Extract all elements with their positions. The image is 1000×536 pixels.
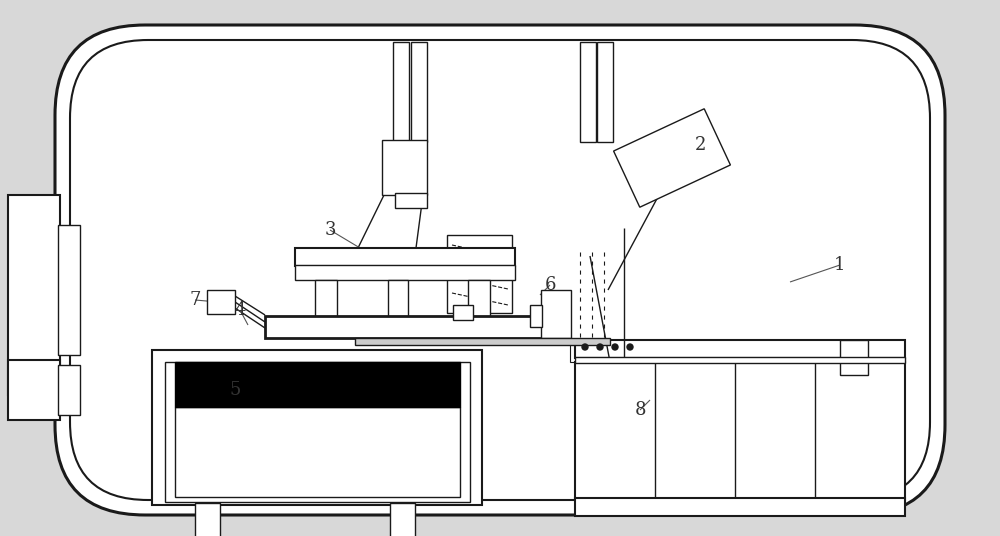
Bar	[575, 498, 905, 516]
Bar	[265, 316, 545, 338]
Circle shape	[597, 344, 603, 350]
Bar	[575, 340, 905, 358]
Bar	[597, 42, 613, 142]
Circle shape	[612, 344, 618, 350]
Bar	[390, 503, 415, 536]
Bar	[395, 193, 427, 208]
Bar	[411, 42, 427, 142]
Bar	[8, 195, 60, 395]
Bar	[207, 290, 235, 314]
Bar	[195, 503, 220, 536]
Circle shape	[582, 344, 588, 350]
Text: 4: 4	[234, 301, 246, 319]
FancyBboxPatch shape	[55, 25, 945, 515]
Bar	[468, 280, 490, 318]
Bar	[570, 340, 625, 362]
Text: 6: 6	[544, 276, 556, 294]
Bar	[152, 350, 482, 505]
Polygon shape	[614, 109, 730, 207]
Bar	[453, 305, 473, 320]
Bar	[541, 290, 571, 338]
Bar	[175, 362, 460, 407]
Bar	[575, 362, 905, 500]
Bar	[388, 280, 408, 318]
Bar	[447, 235, 512, 313]
Text: 2: 2	[694, 136, 706, 154]
Bar	[355, 338, 610, 345]
Bar	[295, 248, 515, 266]
Bar	[175, 407, 460, 497]
Text: 7: 7	[189, 291, 201, 309]
Text: 5: 5	[229, 381, 241, 399]
Circle shape	[627, 344, 633, 350]
Text: 8: 8	[634, 401, 646, 419]
Bar	[575, 357, 905, 363]
Bar	[8, 360, 60, 420]
Text: 1: 1	[834, 256, 846, 274]
Bar	[530, 305, 542, 327]
Bar	[58, 365, 80, 415]
Bar	[295, 265, 515, 280]
Text: 3: 3	[324, 221, 336, 239]
Bar	[58, 225, 80, 355]
Bar	[580, 42, 596, 142]
Bar	[315, 280, 337, 318]
Bar	[165, 362, 470, 502]
Bar	[393, 42, 409, 142]
Bar	[840, 340, 868, 375]
Bar	[382, 140, 427, 195]
